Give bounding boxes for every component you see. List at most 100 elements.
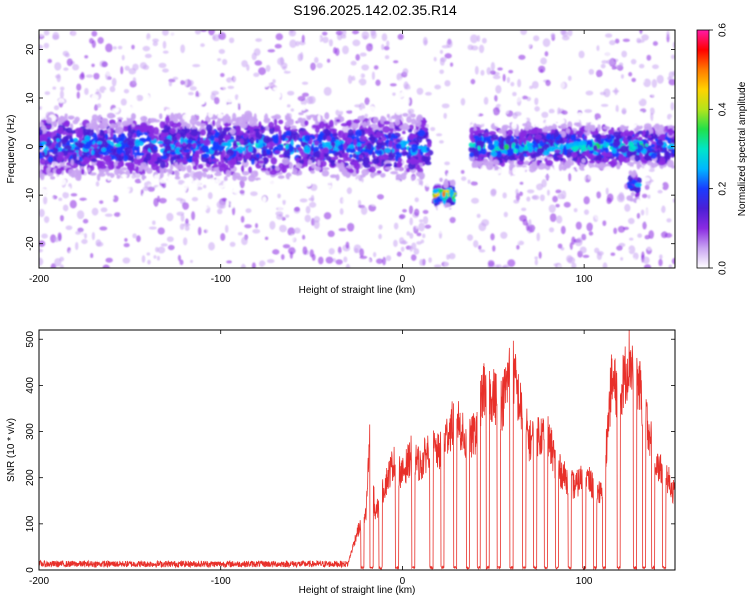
heatmap-cell [659, 254, 663, 260]
heatmap-cell [439, 49, 444, 54]
heatmap-cell [507, 129, 514, 136]
heatmap-cell [111, 77, 117, 87]
heatmap-cell [330, 141, 336, 147]
heatmap-cell [444, 80, 451, 87]
heatmap-cell [373, 212, 380, 218]
heatmap-cell [602, 262, 608, 268]
heatmap-cell [666, 159, 675, 168]
heatmap-cell [634, 154, 640, 162]
heatmap-cell [41, 141, 47, 145]
heatmap-cell [162, 30, 169, 36]
heatmap-cell [192, 172, 200, 178]
heatmap-cell [374, 246, 380, 254]
heatmap-cell [236, 130, 244, 136]
heatmap-cell [306, 230, 311, 238]
heatmap-cell [613, 52, 619, 57]
heatmap-cell [158, 95, 166, 100]
heatmap-cell [392, 45, 397, 52]
heatmap-cell [517, 79, 522, 88]
heatmap-cell [163, 124, 169, 133]
heatmap-cell [135, 126, 144, 130]
heatmap-cell [182, 145, 188, 151]
heatmap-cell [51, 147, 58, 155]
heatmap-cell [116, 174, 121, 179]
heatmap-cell [460, 170, 465, 174]
heatmap-cell [296, 30, 301, 38]
heatmap-cell [288, 30, 297, 37]
heatmap-cell [239, 245, 248, 254]
heatmap-cell [62, 191, 69, 199]
heatmap-cell [621, 50, 628, 58]
heatmap-cell [328, 98, 335, 103]
heatmap-cell [76, 83, 82, 91]
heatmap-cell [627, 184, 634, 189]
heatmap-cell [204, 148, 211, 153]
heatmap-cell [393, 135, 399, 140]
heatmap-cell [487, 143, 495, 151]
heatmap-cell [389, 126, 394, 134]
heatmap-cell [122, 154, 129, 162]
heatmap-cell [570, 151, 578, 158]
heatmap-cell [548, 138, 554, 145]
heatmap-cell [245, 208, 252, 214]
heatmap-cell [317, 159, 321, 167]
heatmap-cell [542, 38, 551, 48]
heatmap-cell [127, 125, 132, 133]
heatmap-cell [229, 241, 236, 247]
heatmap-cell [252, 147, 257, 155]
heatmap-cell [368, 105, 376, 112]
heatmap-cell [96, 103, 102, 108]
heatmap-cell [628, 72, 633, 77]
heatmap-cell [158, 113, 163, 120]
heatmap-cell [492, 107, 500, 116]
heatmap-cell [622, 38, 630, 43]
heatmap-cell [265, 64, 271, 72]
heatmap-cell [176, 122, 182, 127]
heatmap-cell [188, 108, 193, 113]
heatmap-cell [267, 150, 271, 155]
heatmap-cell [275, 33, 284, 41]
heatmap-cell [536, 147, 545, 154]
heatmap-cell [190, 128, 199, 137]
heatmap-cell [120, 98, 127, 106]
heatmap-cell [105, 68, 113, 76]
heatmap-cell [253, 128, 261, 132]
heatmap-cell [626, 161, 635, 166]
heatmap-cell [43, 42, 50, 49]
heatmap-cell [588, 160, 596, 164]
heatmap-cell [449, 189, 454, 198]
heatmap-cell [497, 67, 503, 71]
heatmap-cell [118, 179, 125, 188]
heatmap-cell [251, 262, 256, 268]
heatmap-cell [261, 153, 268, 157]
heatmap-cell [340, 34, 347, 39]
heatmap-cell [538, 251, 542, 259]
heatmap-cell [575, 221, 582, 230]
heatmap-cell [630, 191, 635, 197]
heatmap-cell [75, 142, 84, 147]
heatmap-cell [289, 251, 293, 259]
heatmap-cell [58, 98, 65, 104]
heatmap-cell [125, 188, 130, 193]
heatmap-cell [122, 257, 131, 264]
heatmap-cell [670, 168, 675, 173]
heatmap-cell [148, 226, 157, 230]
heatmap-cell [337, 246, 342, 255]
heatmap-cell [297, 80, 302, 85]
heatmap-cell [426, 142, 432, 148]
heatmap-cell [39, 164, 43, 171]
heatmap-cell [328, 119, 334, 128]
heatmap-cell [191, 211, 196, 221]
heatmap-cell [326, 97, 330, 103]
heatmap-cell [134, 138, 140, 147]
heatmap-cell [650, 112, 654, 122]
heatmap-cell [488, 130, 497, 136]
heatmap-cell [495, 264, 499, 268]
heatmap-cell [374, 149, 381, 155]
heatmap-cell [406, 116, 412, 124]
heatmap-cell [99, 129, 104, 137]
heatmap-cell [48, 149, 54, 153]
heatmap-cell [439, 140, 444, 144]
heatmap-cell [654, 204, 663, 209]
heatmap-cell [164, 144, 172, 152]
